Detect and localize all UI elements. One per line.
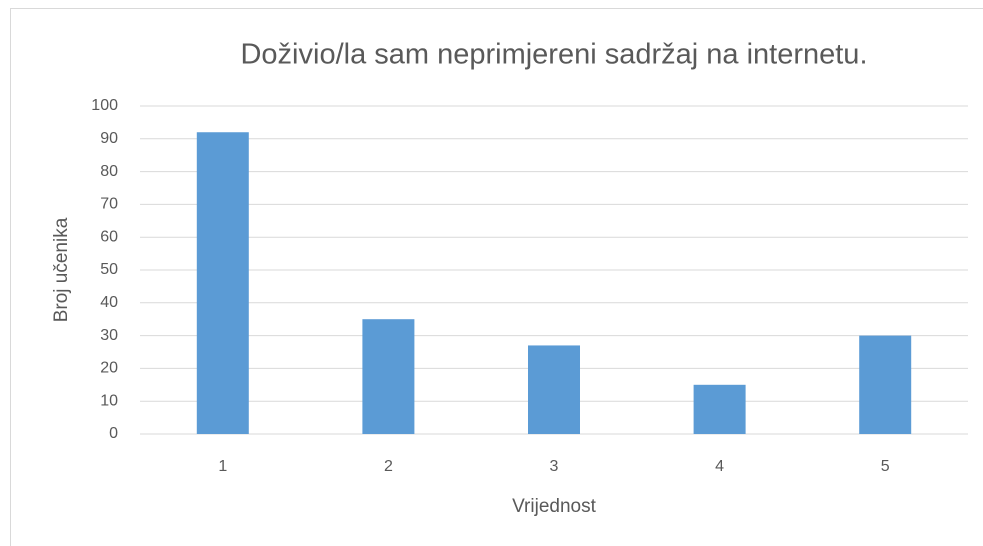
y-tick-label: 100 (91, 97, 118, 114)
x-tick-label: 1 (218, 458, 227, 475)
y-tick-label: 20 (100, 360, 118, 377)
x-tick-label: 2 (384, 458, 393, 475)
x-tick-label: 5 (881, 458, 890, 475)
bar (196, 132, 249, 435)
y-tick-label: 70 (100, 196, 118, 213)
y-tick-label: 80 (100, 163, 118, 180)
x-tick-label: 3 (550, 458, 559, 475)
y-tick-label: 0 (109, 425, 118, 442)
bar (362, 319, 415, 434)
chart-border (10, 8, 983, 546)
y-tick-label: 60 (100, 228, 118, 245)
bar (859, 335, 912, 434)
chart-title: Doživio/la sam neprimjereni sadržaj na i… (240, 39, 867, 71)
x-tick-label: 4 (715, 458, 724, 475)
y-tick-label: 40 (100, 294, 118, 311)
y-tick-label: 30 (100, 327, 118, 344)
x-axis-label: Vrijednost (512, 496, 597, 517)
bar (693, 384, 746, 434)
bar (528, 345, 580, 434)
y-tick-label: 50 (100, 261, 118, 278)
y-tick-label: 10 (100, 392, 118, 409)
y-axis-label: Broj učenika (51, 217, 72, 322)
y-tick-label: 90 (100, 130, 118, 147)
